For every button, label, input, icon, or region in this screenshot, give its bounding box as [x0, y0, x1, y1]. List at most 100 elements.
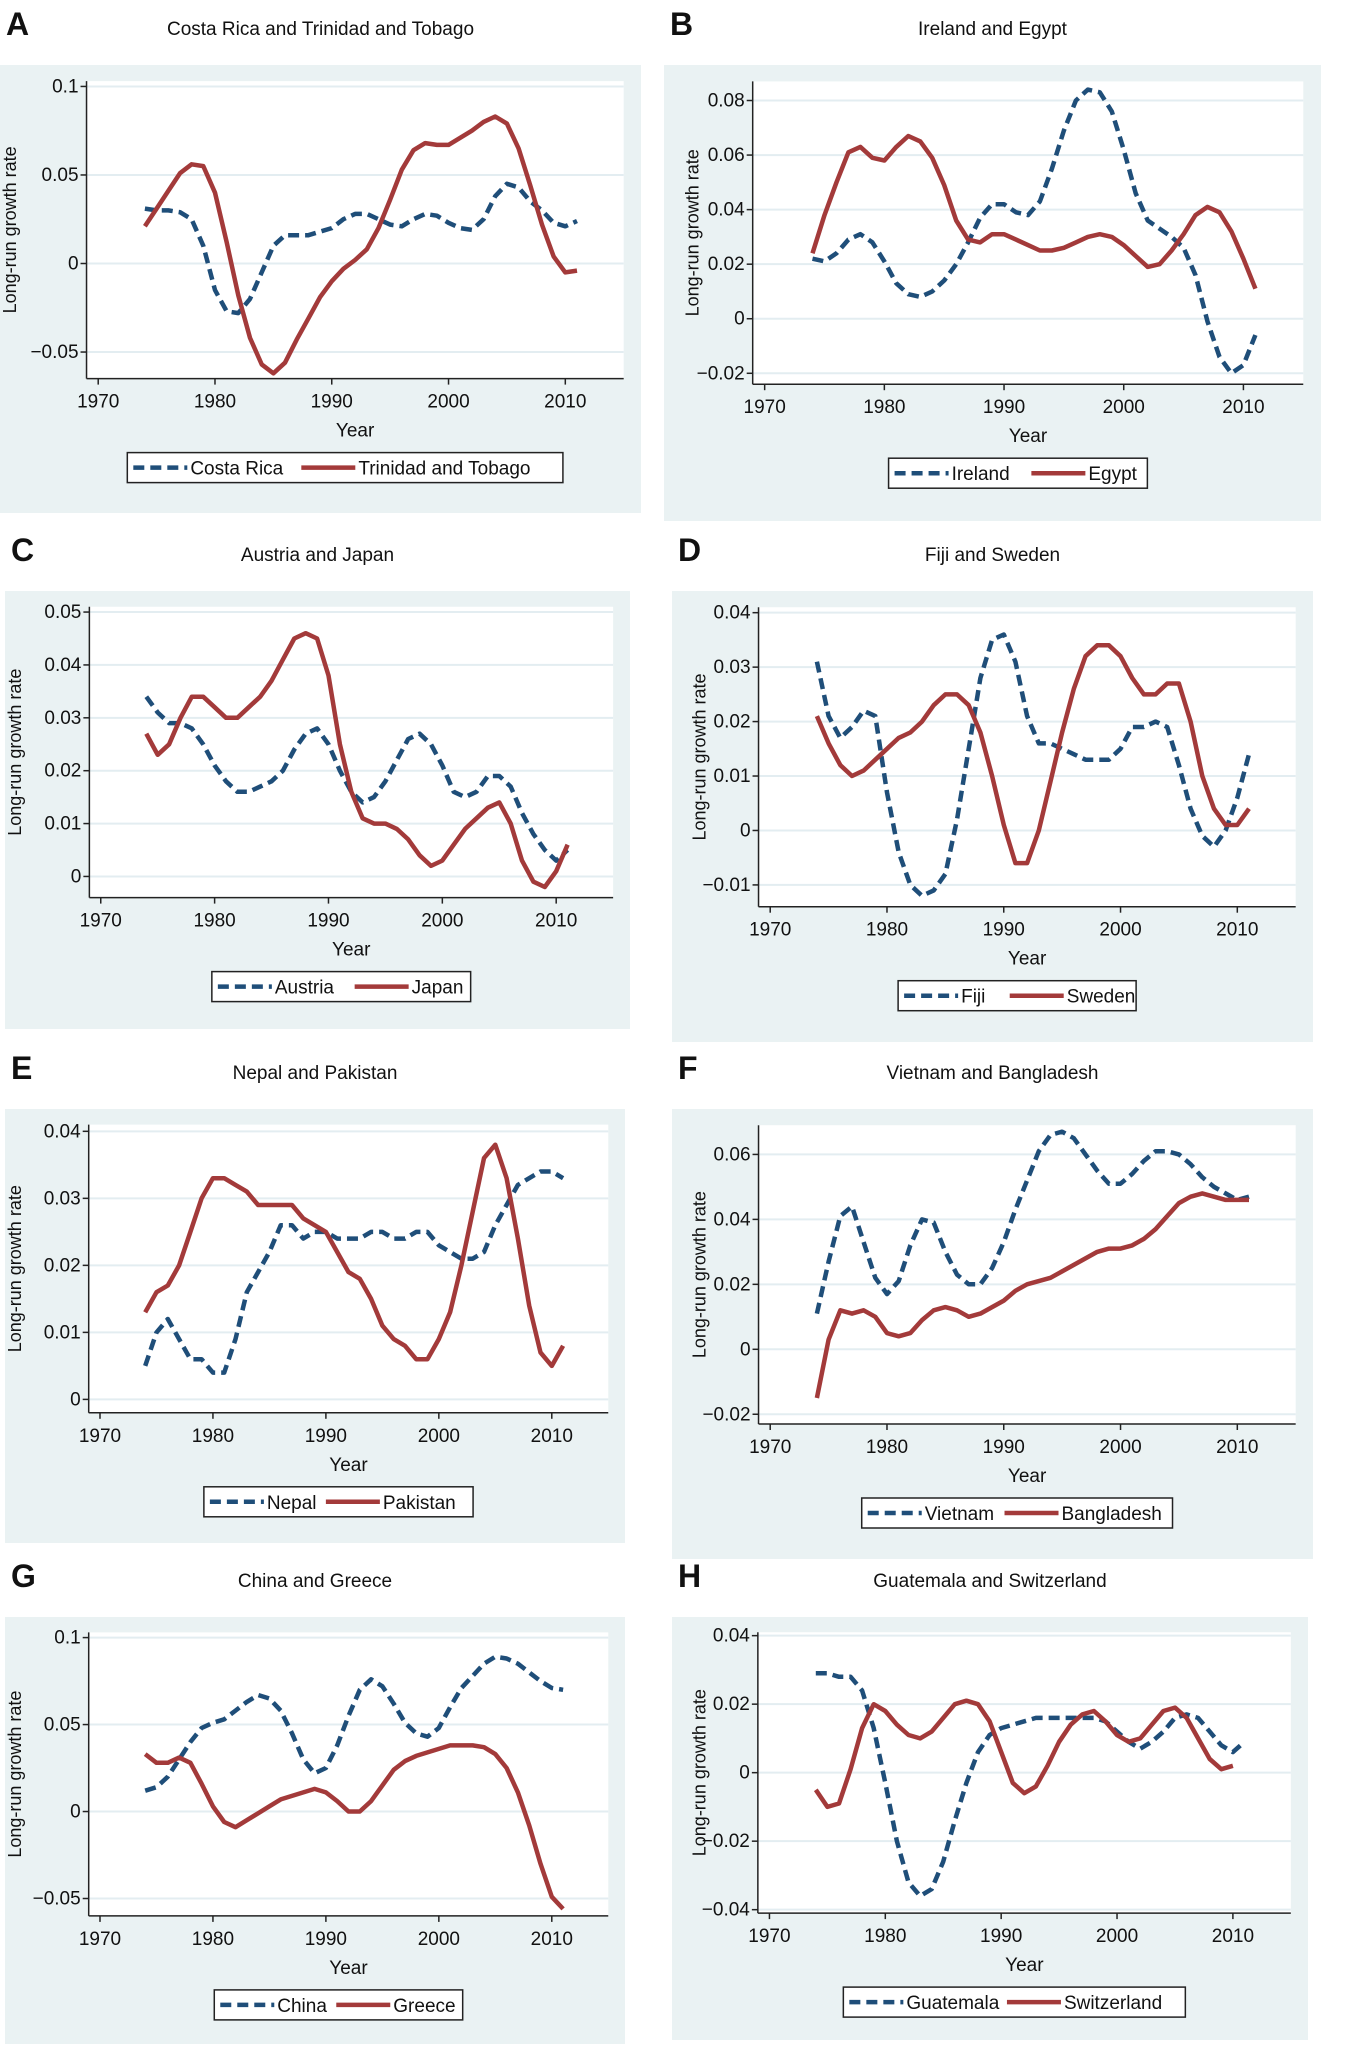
x-tick-label: 1970 — [749, 1437, 791, 1458]
panel-letter: G — [11, 1558, 36, 1594]
panel-letter: C — [11, 532, 34, 568]
y-tick-label: 0.02 — [714, 1274, 751, 1295]
y-tick-label: 0.04 — [713, 1626, 750, 1647]
x-tick-label: 1970 — [748, 1926, 790, 1947]
series-line-bangladesh — [814, 1191, 1249, 1399]
y-tick-label: 0.02 — [713, 1694, 750, 1715]
y-tick-label: 0.05 — [42, 165, 79, 186]
y-axis-label: Long-run growth rate — [690, 1191, 710, 1358]
y-tick-label: 0 — [740, 820, 751, 841]
y-tick-label: 0 — [68, 254, 79, 275]
legend-label: Japan — [412, 978, 464, 999]
panel-f: F Vietnam and Bangladesh −0.02 0 0.02 0.04 0.0… — [672, 1050, 1313, 1559]
x-tick-label: 2010 — [1212, 1926, 1254, 1947]
series-line-guatemala — [815, 1671, 1246, 1899]
x-tick-label: 2010 — [531, 1426, 573, 1447]
panel-title: Guatemala and Switzerland — [873, 1571, 1106, 1592]
plot-area — [89, 606, 614, 898]
x-axis-label: Year — [336, 421, 375, 442]
y-tick-label: −0.02 — [702, 1831, 750, 1852]
series-line-austria — [144, 695, 570, 863]
panel-letter: B — [670, 6, 693, 42]
plot-area — [752, 81, 1304, 385]
legend: Fiji Sweden — [897, 979, 1137, 1012]
legend: Austria Japan — [211, 970, 472, 1003]
x-tick-label: 1990 — [983, 1437, 1025, 1458]
x-tick-label: 2000 — [418, 1929, 460, 1950]
y-tick-label: 0.03 — [44, 1188, 81, 1209]
x-tick-label: 2010 — [544, 392, 586, 413]
y-tick-label: −0.01 — [702, 875, 750, 896]
legend-label: Guatemala — [906, 1993, 999, 2014]
y-tick-label: 0.04 — [714, 1209, 751, 1230]
y-tick-label: 0.04 — [708, 200, 745, 221]
y-tick-label: 0.02 — [708, 254, 745, 275]
y-axis-label: Long-run growth rate — [5, 669, 25, 836]
y-tick-label: 0.02 — [44, 761, 81, 782]
panel-h: H Guatemala and Switzerland −0.04 −0.02 0 0.0… — [672, 1558, 1308, 2040]
x-tick-label: 1980 — [192, 1929, 234, 1950]
legend: Nepal Pakistan — [203, 1486, 474, 1518]
y-axis-label: Long-run growth rate — [690, 673, 710, 840]
y-tick-label: −0.05 — [33, 1889, 81, 1910]
panel-title: China and Greece — [238, 1571, 392, 1592]
y-axis-label: Long-run growth rate — [5, 1691, 25, 1858]
legend-label: Switzerland — [1064, 1993, 1162, 2014]
panel-title: Nepal and Pakistan — [233, 1063, 398, 1084]
x-tick-label: 1990 — [311, 392, 353, 413]
series-line-costa-rica — [144, 181, 578, 316]
series-line-fiji — [814, 632, 1252, 899]
x-axis-label: Year — [332, 940, 371, 961]
panel-b: B Ireland and Egypt −0.02 0 0.02 0.04 0.06 0.08… — [664, 6, 1321, 521]
x-axis-label: Year — [1005, 1955, 1044, 1976]
y-tick-label: 0 — [71, 866, 82, 887]
legend-label: Trinidad and Tobago — [358, 459, 530, 480]
y-tick-label: 0 — [740, 1339, 751, 1360]
legend-label: Egypt — [1088, 464, 1137, 485]
x-tick-label: 1980 — [194, 392, 236, 413]
x-tick-label: 2000 — [427, 392, 469, 413]
y-axis-label: Long-run growth rate — [5, 1185, 25, 1352]
x-tick-label: 1980 — [866, 920, 908, 941]
legend: Costa Rica Trinidad and Tobago — [126, 451, 564, 484]
panel-letter: A — [6, 6, 29, 42]
legend-label: Ireland — [952, 464, 1010, 485]
x-tick-label: 1980 — [866, 1437, 908, 1458]
panel-letter: H — [678, 1558, 701, 1594]
series-line-egypt — [810, 133, 1258, 290]
y-tick-label: −0.02 — [702, 1404, 750, 1425]
x-tick-label: 1980 — [193, 911, 235, 932]
legend-label: Vietnam — [925, 1504, 994, 1525]
legend-label: Austria — [275, 978, 335, 999]
y-tick-label: −0.02 — [697, 363, 745, 384]
x-tick-label: 2000 — [421, 911, 463, 932]
x-tick-label: 2000 — [1103, 397, 1145, 418]
panel-c: C Austria and Japan 0 0.01 0.02 0.03 0.04 0.05 1… — [5, 532, 630, 1029]
y-tick-label: 0.06 — [714, 1144, 751, 1165]
x-axis-label: Year — [1008, 1466, 1047, 1487]
y-tick-label: 0.02 — [44, 1255, 81, 1276]
y-tick-label: 0.01 — [44, 1322, 81, 1343]
x-tick-label: 2000 — [1099, 1437, 1141, 1458]
x-tick-label: 1990 — [307, 911, 349, 932]
y-tick-label: 0.01 — [714, 766, 751, 787]
legend-label: Sweden — [1067, 987, 1136, 1008]
y-tick-label: 0.04 — [714, 603, 751, 624]
y-tick-label: 0.1 — [52, 76, 78, 97]
series-line-switzerland — [813, 1698, 1234, 1810]
y-tick-label: 0.04 — [44, 655, 81, 676]
legend-label: China — [277, 1996, 327, 2017]
series-line-greece — [143, 1743, 565, 1911]
x-tick-label: 2010 — [1216, 920, 1258, 941]
x-tick-label: 2010 — [535, 911, 577, 932]
series-line-china — [144, 1654, 564, 1793]
x-axis-label: Year — [329, 1958, 368, 1979]
y-axis-label: Long-run growth rate — [689, 1689, 709, 1856]
panel-title: Austria and Japan — [241, 545, 394, 566]
plot-area — [758, 1125, 1296, 1424]
legend: Vietnam Bangladesh — [860, 1497, 1174, 1529]
legend-label: Pakistan — [383, 1493, 456, 1514]
x-tick-label: 1970 — [749, 920, 791, 941]
panel-a: A Costa Rica and Trinidad and Tobago −0.05… — [0, 6, 641, 513]
x-tick-label: 1980 — [192, 1426, 234, 1447]
